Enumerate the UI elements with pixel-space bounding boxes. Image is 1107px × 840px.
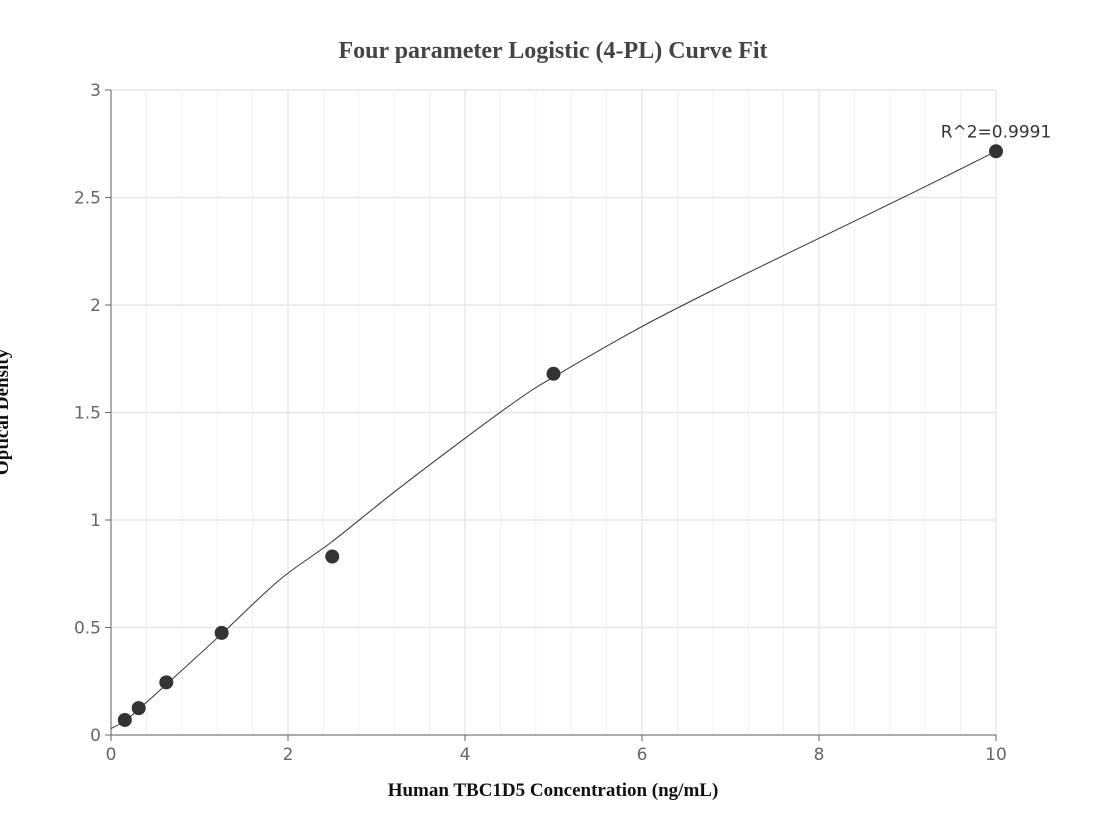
- y-tick-label: 0: [90, 726, 101, 746]
- x-tick-label: 0: [106, 745, 117, 765]
- x-tick-label: 4: [460, 745, 471, 765]
- y-tick-label: 1: [90, 511, 101, 531]
- x-tick-label: 10: [985, 745, 1007, 765]
- fit-curve-layer: [110, 150, 997, 729]
- x-tick-label: 8: [814, 745, 825, 765]
- r-squared-annotation: R^2=0.9991: [941, 122, 1052, 142]
- data-point: [214, 625, 229, 640]
- fit-curve: [110, 150, 997, 729]
- y-axis-title: Optical Density: [0, 348, 13, 475]
- x-tick-label: 2: [283, 745, 294, 765]
- y-tick-label: 2: [90, 296, 101, 316]
- data-point: [131, 701, 146, 716]
- data-point: [546, 366, 561, 381]
- y-tick-label: 1.5: [74, 404, 101, 424]
- y-tick-label: 2.5: [74, 189, 101, 209]
- data-point: [325, 549, 340, 564]
- x-axis-title: Human TBC1D5 Concentration (ng/mL): [388, 780, 719, 801]
- x-tick-label: 6: [637, 745, 648, 765]
- grid-layer: [110, 89, 997, 736]
- chart-title: Four parameter Logistic (4-PL) Curve Fit: [338, 38, 767, 64]
- data-points-layer: [117, 144, 1003, 727]
- y-tick-label: 3: [90, 81, 101, 101]
- data-point: [117, 712, 132, 727]
- y-tick-label: 0.5: [74, 619, 101, 639]
- axes-layer: 0 2 4 6 8 10 0 0.5 1 1.5 2 2.5 3: [74, 81, 1007, 765]
- data-point: [989, 144, 1003, 159]
- data-point: [159, 675, 174, 690]
